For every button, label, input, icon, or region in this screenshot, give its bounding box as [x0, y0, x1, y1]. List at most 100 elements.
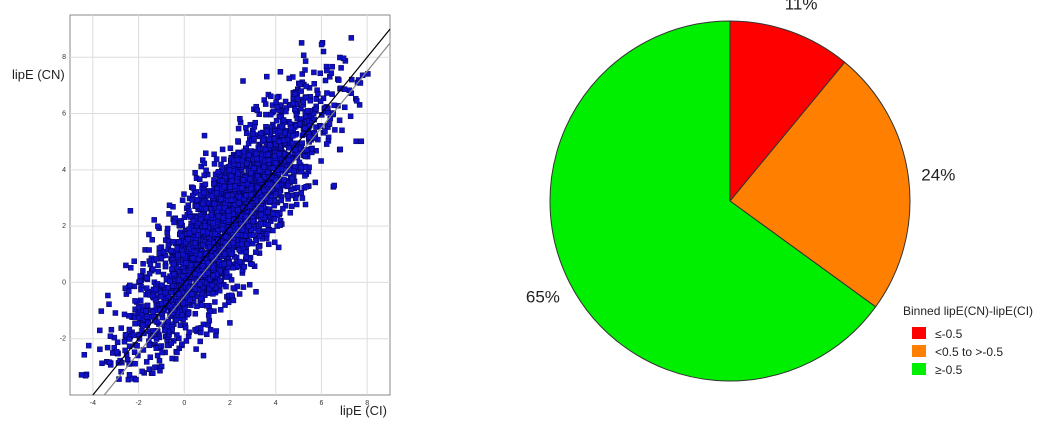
scatter-point: [144, 314, 149, 319]
scatter-point: [231, 298, 236, 303]
scatter-point: [218, 307, 223, 312]
scatter-point: [204, 332, 209, 337]
scatter-point: [210, 291, 215, 296]
scatter-point: [227, 261, 232, 266]
y-tick-label: 6: [62, 111, 66, 118]
scatter-point: [155, 224, 160, 229]
scatter-point: [122, 339, 127, 344]
scatter-point: [274, 100, 279, 105]
scatter-point: [268, 94, 273, 99]
scatter-point: [198, 252, 203, 257]
scatter-point: [318, 71, 323, 76]
scatter-point: [332, 103, 337, 108]
scatter-point: [187, 330, 192, 335]
scatter-point: [271, 211, 276, 216]
scatter-point: [222, 262, 227, 267]
scatter-point: [327, 122, 332, 127]
scatter-point: [127, 372, 132, 377]
scatter-point: [303, 154, 308, 159]
scatter-point: [204, 215, 209, 220]
scatter-point: [231, 286, 236, 291]
scatter-point: [126, 289, 131, 294]
scatter-point: [278, 223, 283, 228]
scatter-point: [216, 170, 221, 175]
scatter-point: [275, 95, 280, 100]
scatter-point: [283, 99, 288, 104]
scatter-point: [240, 227, 245, 232]
scatter-point: [299, 89, 304, 94]
scatter-point: [213, 333, 218, 338]
pie-percent-label: 65%: [526, 287, 560, 306]
scatter-point: [282, 177, 287, 182]
scatter-point: [154, 346, 159, 351]
scatter-point: [278, 69, 283, 74]
scatter-point: [200, 201, 205, 206]
scatter-point: [171, 262, 176, 267]
scatter-point: [302, 173, 307, 178]
scatter-point: [223, 303, 228, 308]
scatter-point: [324, 142, 329, 147]
scatter-point: [224, 284, 229, 289]
scatter-point: [339, 65, 344, 70]
scatter-point: [177, 278, 182, 283]
scatter-point: [287, 76, 292, 81]
scatter-point: [220, 179, 225, 184]
scatter-point: [131, 333, 136, 338]
scatter-point: [114, 349, 119, 354]
scatter-point: [179, 233, 184, 238]
scatter-point: [279, 198, 284, 203]
scatter-point: [179, 313, 184, 318]
scatter-point: [79, 372, 84, 377]
scatter-point: [266, 242, 271, 247]
scatter-point: [211, 221, 216, 226]
scatter-point: [228, 146, 233, 151]
scatter-point: [326, 110, 331, 115]
scatter-point: [220, 227, 225, 232]
scatter-point: [86, 343, 91, 348]
scatter-point: [251, 166, 256, 171]
scatter-point: [153, 297, 158, 302]
scatter-point: [180, 198, 185, 203]
scatter-point: [196, 233, 201, 238]
scatter-point: [191, 218, 196, 223]
x-axis-title: lipE (CI): [340, 403, 387, 418]
scatter-point: [307, 135, 312, 140]
scatter-point: [136, 305, 141, 310]
scatter-point: [250, 262, 255, 267]
scatter-point: [202, 161, 207, 166]
scatter-point: [214, 329, 219, 334]
scatter-point: [176, 253, 181, 258]
scatter-point: [182, 192, 187, 197]
scatter-point: [152, 365, 157, 370]
scatter-point: [265, 210, 270, 215]
scatter-point: [235, 139, 240, 144]
scatter-point: [119, 326, 124, 331]
scatter-point: [342, 105, 347, 110]
scatter-point: [201, 353, 206, 358]
x-tick-label: 0: [182, 400, 186, 407]
scatter-point: [191, 256, 196, 261]
scatter-point: [109, 327, 114, 332]
scatter-point: [144, 276, 149, 281]
scatter-point: [264, 231, 269, 236]
scatter-point: [187, 231, 192, 236]
scatter-point: [257, 244, 262, 249]
scatter-point: [261, 137, 266, 142]
scatter-point: [277, 151, 282, 156]
scatter-point: [123, 263, 128, 268]
scatter-point: [221, 157, 226, 162]
scatter-point: [163, 264, 168, 269]
scatter-point: [289, 126, 294, 131]
scatter-point: [170, 239, 175, 244]
scatter-point: [82, 352, 87, 357]
scatter-point: [341, 56, 346, 61]
scatter-point: [248, 171, 253, 176]
scatter-point: [204, 303, 209, 308]
scatter-point: [281, 118, 286, 123]
scatter-point: [107, 302, 112, 307]
scatter-point: [100, 361, 105, 366]
scatter-point: [337, 118, 342, 123]
scatter-point: [160, 350, 165, 355]
scatter-point: [148, 355, 153, 360]
scatter-point: [273, 161, 278, 166]
